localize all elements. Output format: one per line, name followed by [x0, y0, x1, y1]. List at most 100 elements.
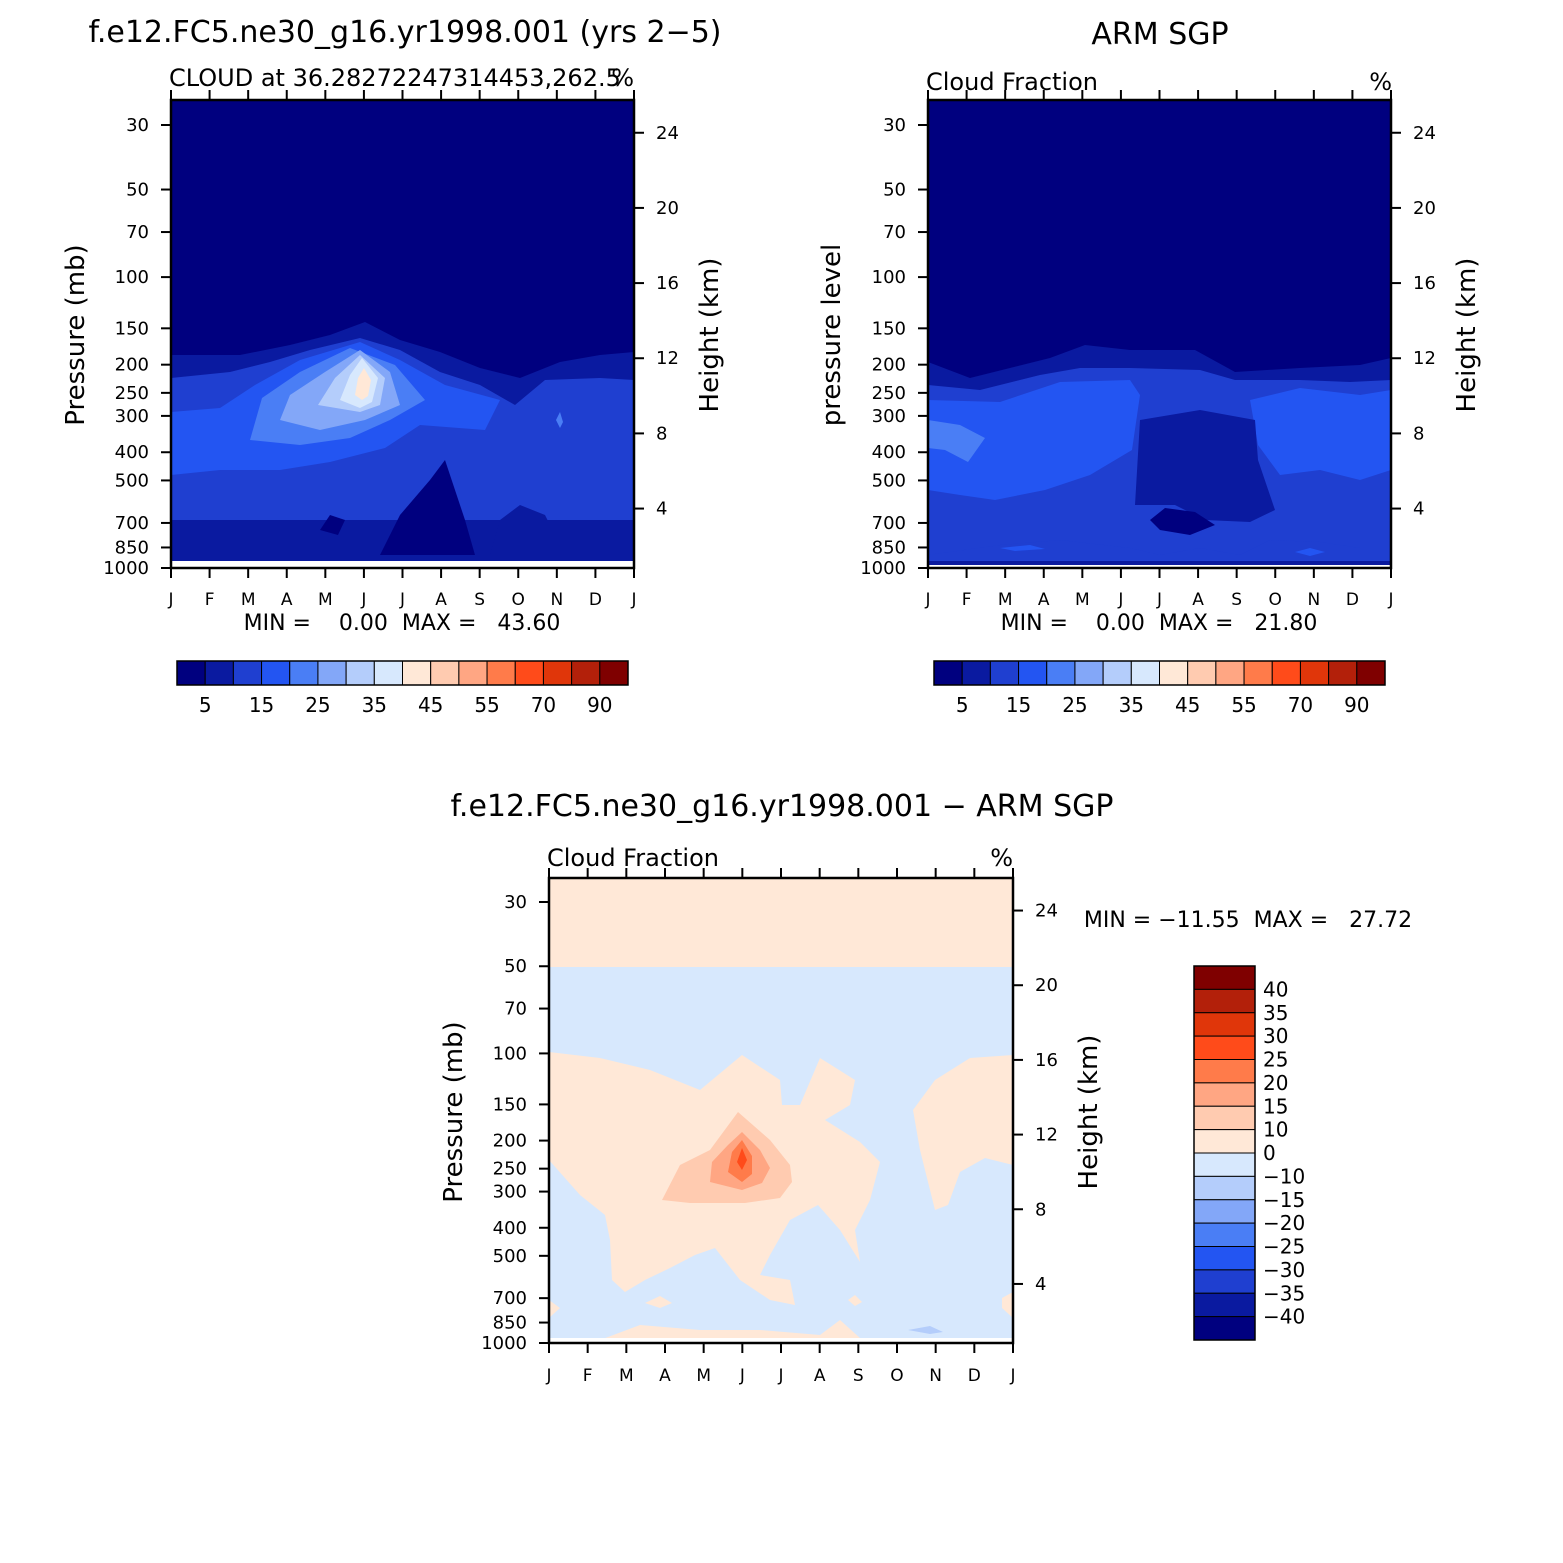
y-tick-label: 850: [872, 537, 906, 558]
colorbar-label: 35: [1263, 1001, 1288, 1025]
x-tick-label: M: [241, 590, 256, 610]
y-tick-label: 250: [872, 383, 906, 404]
y-right-tick-label: 12: [1035, 1125, 1058, 1146]
panel-model-ylabel-right: Height (km): [695, 258, 725, 413]
y-right-tick-label: 16: [1035, 1050, 1058, 1071]
y-right-tick-label: 4: [656, 499, 667, 520]
colorbar-label: 5: [199, 693, 212, 717]
y-tick-label: 50: [504, 956, 527, 977]
y-right-tick-label: 16: [1413, 273, 1436, 294]
colorbar-swatch: [1193, 1316, 1256, 1341]
panel-obs-title: ARM SGP: [1091, 17, 1228, 52]
x-tick-label: J: [360, 590, 366, 610]
colorbar-swatch: [542, 660, 573, 686]
x-tick-label: O: [890, 1366, 903, 1386]
y-tick-label: 30: [126, 115, 149, 136]
y-tick-label: 400: [115, 442, 149, 463]
colorbar-label: 70: [1288, 693, 1313, 717]
y-tick-label: 30: [504, 892, 527, 913]
contour-level-8: [355, 368, 371, 400]
y-tick-label: 200: [115, 355, 149, 376]
colorbar-swatch: [1193, 1105, 1256, 1131]
x-tick-label: J: [739, 1366, 745, 1386]
x-tick-label: J: [545, 1366, 551, 1386]
colorbar-label: 15: [249, 693, 274, 717]
y-tick-label: 70: [504, 999, 527, 1020]
x-tick-label: S: [474, 590, 485, 610]
colorbar-swatch: [1193, 1246, 1256, 1271]
contour-level-pos-right: [913, 1055, 1013, 1210]
y-right-tick-label: 20: [1413, 198, 1436, 219]
colorbar-swatch: [345, 660, 375, 686]
y-right-tick-label: 20: [1035, 975, 1058, 996]
colorbar-swatch: [1193, 1129, 1256, 1154]
y-tick-label: 150: [115, 318, 149, 339]
colorbar-swatch: [514, 660, 544, 686]
colorbar-label: −20: [1263, 1211, 1305, 1235]
colorbar-swatch: [1356, 660, 1386, 686]
colorbar-label: −10: [1263, 1164, 1305, 1188]
colorbar-frame: [1193, 965, 1256, 1341]
x-tick-label: D: [1346, 590, 1359, 610]
y-right-tick-label: 20: [656, 198, 679, 219]
x-tick-label: F: [583, 1366, 593, 1386]
y-tick-label: 250: [493, 1159, 527, 1180]
colorbar-label: 35: [362, 693, 387, 717]
y-right-tick-label: 24: [656, 123, 679, 144]
x-tick-label: M: [318, 590, 333, 610]
colorbar-frame: [933, 660, 1386, 686]
x-tick-label: M: [619, 1366, 634, 1386]
panel-obs-min-max: MIN = 0.00 MAX = 21.80: [1001, 611, 1318, 636]
contour-level-30: [737, 1148, 747, 1170]
y-right-tick-label: 4: [1413, 499, 1424, 520]
contour-level-low-right: [490, 505, 634, 565]
y-tick-label: 700: [493, 1288, 527, 1309]
y-tick-label: 300: [493, 1182, 527, 1203]
x-tick-label: A: [281, 590, 293, 610]
colorbar-label: 70: [531, 693, 556, 717]
colorbar-swatch: [1193, 1082, 1256, 1107]
y-tick-label: 50: [126, 180, 149, 201]
x-tick-label: J: [1387, 590, 1393, 610]
y-tick-label: 1000: [860, 558, 906, 579]
x-tick-label: F: [205, 590, 215, 610]
colorbar-swatch: [1193, 988, 1256, 1014]
x-tick-label: N: [550, 590, 563, 610]
surface-strip: [549, 1338, 1013, 1343]
panel-obs: ARM SGP Cloud Fraction % J F M A M J J A S O N D J 30…: [817, 17, 1482, 717]
y-tick-label: 500: [872, 470, 906, 491]
y-right-tick-label: 12: [656, 348, 679, 369]
y-right-tick-label: 8: [656, 423, 667, 444]
colorbar-swatch: [1130, 660, 1160, 686]
colorbar-swatch: [989, 660, 1020, 686]
colorbar-label: 25: [1263, 1048, 1288, 1072]
contour-level-pos-speck3: [1002, 1292, 1013, 1318]
colorbar-frame: [176, 660, 629, 686]
panel-diff-min-max: MIN = −11.55 MAX = 27.72: [1084, 908, 1412, 933]
colorbar-swatch: [402, 660, 432, 686]
y-tick-label: 100: [493, 1043, 527, 1064]
x-tick-label: N: [1307, 590, 1320, 610]
panel-obs-left-label: Cloud Fraction: [926, 68, 1098, 96]
colorbar-swatch: [1187, 660, 1217, 686]
x-tick-label: M: [696, 1366, 711, 1386]
colorbar-label: 40: [1263, 977, 1288, 1001]
x-tick-label: J: [777, 1366, 783, 1386]
x-tick-label: A: [814, 1366, 826, 1386]
colorbar-swatch: [458, 660, 488, 686]
x-tick-label: A: [435, 590, 447, 610]
y-right-tick-label: 24: [1035, 901, 1058, 922]
panel-model-left-label: CLOUD at 36.28272247314453,262.5: [169, 64, 621, 92]
colorbar-label: 25: [1062, 693, 1087, 717]
colorbar-label: −30: [1263, 1258, 1305, 1282]
y-tick-label: 500: [115, 470, 149, 491]
colorbar-swatch: [1193, 1012, 1256, 1037]
colorbar-label: 30: [1263, 1024, 1288, 1048]
contour-level-3b: [1250, 388, 1391, 480]
x-tick-label: A: [659, 1366, 671, 1386]
surface-strip: [928, 561, 1391, 565]
x-tick-label: J: [630, 590, 636, 610]
panel-diff: f.e12.FC5.ne30_g16.yr1998.001 − ARM SGP …: [439, 789, 1412, 1386]
y-right-tick-label: 8: [1413, 423, 1424, 444]
